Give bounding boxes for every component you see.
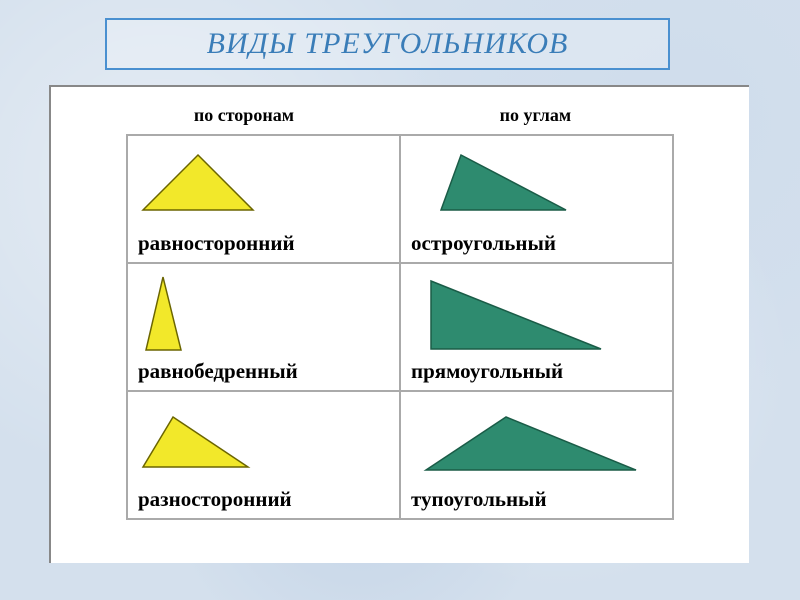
- triangle-right-icon: [426, 276, 606, 354]
- label-equilateral: равносторонний: [138, 231, 389, 256]
- cell-scalene: разносторонний: [127, 391, 400, 519]
- grid-row: равнобедренный прямоугольный: [127, 263, 673, 391]
- cell-obtuse: тупоугольный: [400, 391, 673, 519]
- page-title: ВИДЫ ТРЕУГОЛЬНИКОВ: [207, 27, 569, 61]
- triangle-acute-icon: [436, 150, 571, 215]
- shape-area: [138, 142, 389, 227]
- cell-isosceles: равнобедренный: [127, 263, 400, 391]
- label-acute: остроугольный: [411, 231, 662, 256]
- label-obtuse: тупоугольный: [411, 487, 662, 512]
- triangle-equilateral-icon: [138, 150, 258, 215]
- triangle-grid: равносторонний остроугольный равнобедре: [126, 134, 674, 520]
- column-headers: по сторонам по углам: [51, 87, 749, 134]
- grid-row: разносторонний тупоугольный: [127, 391, 673, 519]
- cell-equilateral: равносторонний: [127, 135, 400, 263]
- grid-row: равносторонний остроугольный: [127, 135, 673, 263]
- triangle-scalene-icon: [138, 412, 253, 472]
- shape-area: [138, 270, 389, 355]
- label-scalene: разносторонний: [138, 487, 389, 512]
- shape-area: [411, 142, 662, 227]
- cell-right: прямоугольный: [400, 263, 673, 391]
- title-box: ВИДЫ ТРЕУГОЛЬНИКОВ: [105, 18, 670, 70]
- triangle-isosceles-icon: [143, 272, 188, 354]
- cell-acute: остроугольный: [400, 135, 673, 263]
- label-isosceles: равнобедренный: [138, 359, 389, 384]
- triangle-obtuse-icon: [421, 412, 641, 474]
- shape-area: [411, 398, 662, 483]
- label-right: прямоугольный: [411, 359, 662, 384]
- header-by-angles: по углам: [500, 105, 572, 126]
- shape-area: [138, 398, 389, 483]
- shape-area: [411, 270, 662, 355]
- header-by-sides: по сторонам: [194, 105, 294, 126]
- main-panel: по сторонам по углам равносторонний остр…: [49, 85, 749, 563]
